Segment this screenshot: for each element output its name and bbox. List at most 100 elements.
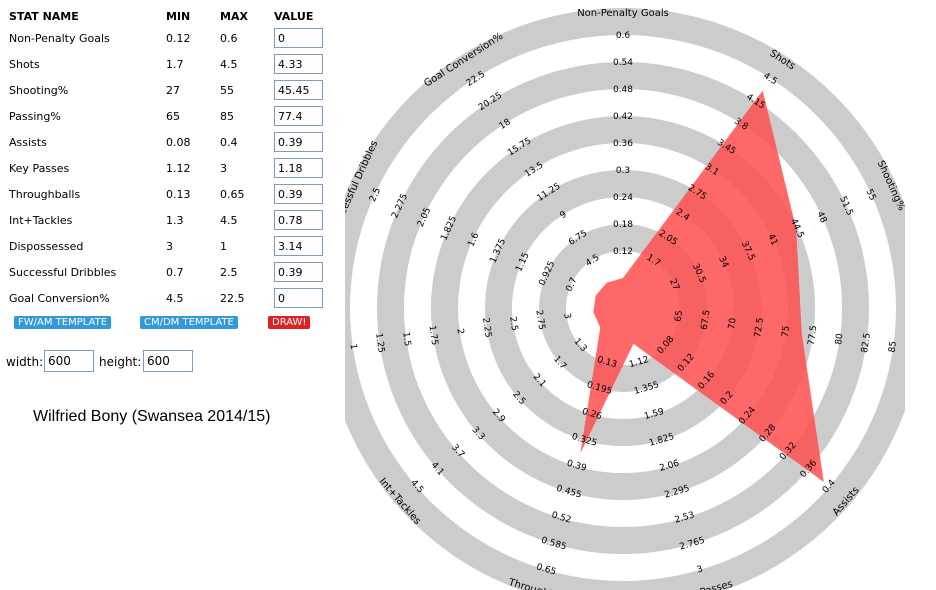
stat-max: 0.4: [220, 135, 238, 149]
radar-tick-label: 0.54: [613, 58, 633, 68]
radar-tick-label: 0.3: [616, 166, 630, 176]
stat-row: Assists 0.08 0.4: [6, 129, 334, 155]
stat-value-input[interactable]: [274, 80, 323, 100]
stat-row: Shooting% 27 55: [6, 77, 334, 103]
header-min: MIN: [166, 9, 191, 23]
radar-tick-label: 1.5: [400, 331, 412, 347]
radar-chart: 0.12 0.18 0.24 0.3 0.36 0.42 0.48 0.54 0.6 Non-Pe…: [345, 8, 905, 590]
stat-max: 4.5: [220, 57, 238, 71]
radar-tick-label: 55: [864, 188, 878, 203]
stat-min: 0.13: [166, 187, 191, 201]
stat-value-input[interactable]: [274, 288, 323, 308]
radar-tick-label: 27: [667, 277, 681, 292]
radar-tick-label: 80: [834, 333, 846, 346]
height-label: height:: [99, 355, 142, 369]
stat-row: Key Passes 1.12 3: [6, 155, 334, 181]
stat-row: Successful Dribbles 0.7 2.5: [6, 259, 334, 285]
stat-value-input[interactable]: [274, 132, 323, 152]
radar-tick-label: 72.5: [753, 317, 766, 338]
cm-dm-template-button[interactable]: CM/DM TEMPLATE: [140, 316, 238, 329]
radar-value-polygon: [580, 90, 824, 482]
stat-name: Non-Penalty Goals: [9, 31, 110, 45]
stat-min: 27: [166, 83, 180, 97]
stat-value-input[interactable]: [274, 236, 323, 256]
height-input[interactable]: [143, 350, 193, 372]
radar-tick-label: 34: [716, 255, 730, 270]
stat-max: 2.5: [220, 265, 238, 279]
stat-name: Dispossessed: [9, 239, 84, 253]
radar-tick-label: 1.25: [373, 332, 386, 353]
table-header-row: STAT NAME MIN MAX VALUE: [6, 7, 334, 25]
header-stat-name: STAT NAME: [9, 9, 79, 23]
stat-min: 4.5: [166, 291, 184, 305]
radar-tick-label: 65: [674, 310, 686, 323]
stat-min: 3: [166, 239, 173, 253]
stat-row: Passing% 65 85: [6, 103, 334, 129]
fw-am-template-button[interactable]: FW/AM TEMPLATE: [14, 316, 112, 329]
radar-tick-label: 2.75: [533, 309, 546, 330]
width-input[interactable]: [44, 350, 94, 372]
stat-min: 1.7: [166, 57, 184, 71]
radar-axis-label: Non-Penalty Goals: [577, 8, 669, 19]
stat-name: Passing%: [9, 109, 61, 123]
radar-tick-label: 0.48: [613, 85, 633, 95]
stat-row: Shots 1.7 4.5: [6, 51, 334, 77]
radar-tick-label: 41: [765, 233, 779, 248]
stat-row: Dispossessed 3 1: [6, 233, 334, 259]
radar-tick-label: 67.5: [700, 309, 713, 330]
stat-name: Shots: [9, 57, 40, 71]
stat-min: 0.7: [166, 265, 184, 279]
radar-tick-label: 1: [347, 343, 358, 350]
radar-tick-label: 3: [696, 564, 704, 575]
stat-value-input[interactable]: [274, 158, 323, 178]
radar-tick-label: 0.42: [613, 112, 633, 122]
header-value: VALUE: [274, 9, 314, 23]
stat-name: Successful Dribbles: [9, 265, 117, 279]
stat-name: Shooting%: [9, 83, 69, 97]
stat-min: 1.12: [166, 161, 191, 175]
stat-name: Throughballs: [9, 187, 81, 201]
radar-tick-label: 1.75: [427, 325, 440, 346]
radar-tick-label: 2.5: [507, 316, 519, 332]
stat-min: 0.08: [166, 135, 191, 149]
radar-tick-label: 77.5: [807, 325, 820, 346]
radar-tick-label: 2.25: [480, 317, 493, 338]
stat-value-input[interactable]: [274, 106, 323, 126]
radar-tick-label: 85: [887, 340, 899, 353]
radar-tick-label: 3: [561, 313, 572, 320]
stat-min: 1.3: [166, 213, 184, 227]
header-max: MAX: [220, 9, 248, 23]
player-title: Wilfried Bony (Swansea 2014/15): [33, 408, 271, 425]
stat-max: 22.5: [220, 291, 245, 305]
stat-value-input[interactable]: [274, 210, 323, 230]
radar-tick-label: 70: [727, 317, 739, 330]
stat-row: Non-Penalty Goals 0.12 0.6: [6, 25, 334, 51]
radar-tick-label: 75: [781, 325, 793, 338]
width-label: width:: [6, 355, 44, 369]
radar-tick-label: 0.18: [613, 220, 633, 230]
stat-row: Throughballs 0.13 0.65: [6, 181, 334, 207]
draw-button[interactable]: DRAW!: [268, 316, 311, 329]
stat-name: Int+Tackles: [9, 213, 73, 227]
stat-max: 55: [220, 83, 234, 97]
radar-tick-label: 2: [454, 328, 465, 335]
radar-tick-label: 0.6: [616, 31, 631, 41]
stat-max: 0.6: [220, 31, 238, 45]
radar-tick-label: 9: [558, 210, 568, 222]
stat-value-input[interactable]: [274, 28, 323, 48]
stat-row: Goal Conversion% 4.5 22.5: [6, 285, 334, 311]
stat-editor-panel: STAT NAME MIN MAX VALUE Non-Penalty Goal…: [0, 0, 350, 590]
stat-max: 4.5: [220, 213, 238, 227]
stats-table: STAT NAME MIN MAX VALUE Non-Penalty Goal…: [6, 7, 334, 311]
stat-value-input[interactable]: [274, 262, 323, 282]
stat-row: Int+Tackles 1.3 4.5: [6, 207, 334, 233]
stat-max: 1: [220, 239, 227, 253]
stat-value-input[interactable]: [274, 184, 323, 204]
stat-name: Assists: [9, 135, 47, 149]
radar-tick-label: 0.24: [613, 193, 633, 203]
radar-tick-label: 48: [814, 210, 828, 225]
radar-tick-label: 82.5: [860, 332, 873, 353]
radar-tick-label: 0.36: [613, 139, 633, 149]
stat-min: 65: [166, 109, 180, 123]
stat-value-input[interactable]: [274, 54, 323, 74]
